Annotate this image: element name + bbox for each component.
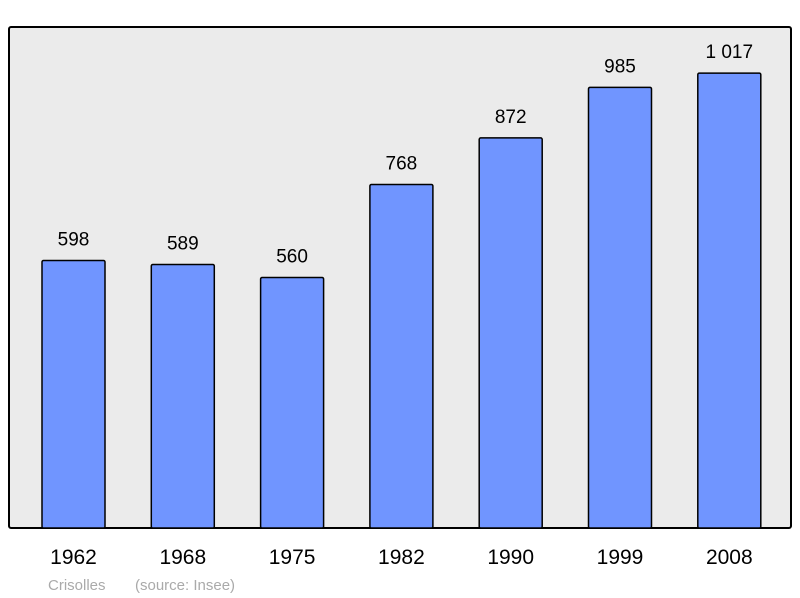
bar-1982 — [369, 183, 434, 529]
x-tick-label-1962: 1962 — [50, 546, 97, 569]
bar-2008 — [697, 72, 762, 529]
bar-1975 — [259, 276, 325, 529]
data-label-1982: 768 — [386, 153, 418, 174]
footer-place: Crisolles — [48, 577, 106, 594]
bar-1962 — [41, 259, 106, 529]
data-label-1968: 589 — [167, 234, 199, 255]
bar-1990 — [478, 137, 543, 529]
data-label-1962: 598 — [58, 230, 90, 251]
x-tick-label-1982: 1982 — [378, 546, 425, 569]
bar-1968 — [150, 263, 216, 529]
x-tick-label-1990: 1990 — [487, 546, 534, 569]
x-tick-label-1999: 1999 — [597, 546, 644, 569]
data-label-1990: 872 — [495, 107, 527, 128]
data-label-1999: 985 — [604, 56, 636, 77]
footer-source: (source: Insee) — [135, 577, 235, 594]
data-label-2008: 1 017 — [706, 42, 754, 63]
x-tick-label-2008: 2008 — [706, 546, 753, 569]
data-label-1975: 560 — [276, 247, 308, 268]
x-tick-label-1975: 1975 — [269, 546, 316, 569]
x-tick-label-1968: 1968 — [159, 546, 206, 569]
bar-1999 — [587, 86, 653, 529]
